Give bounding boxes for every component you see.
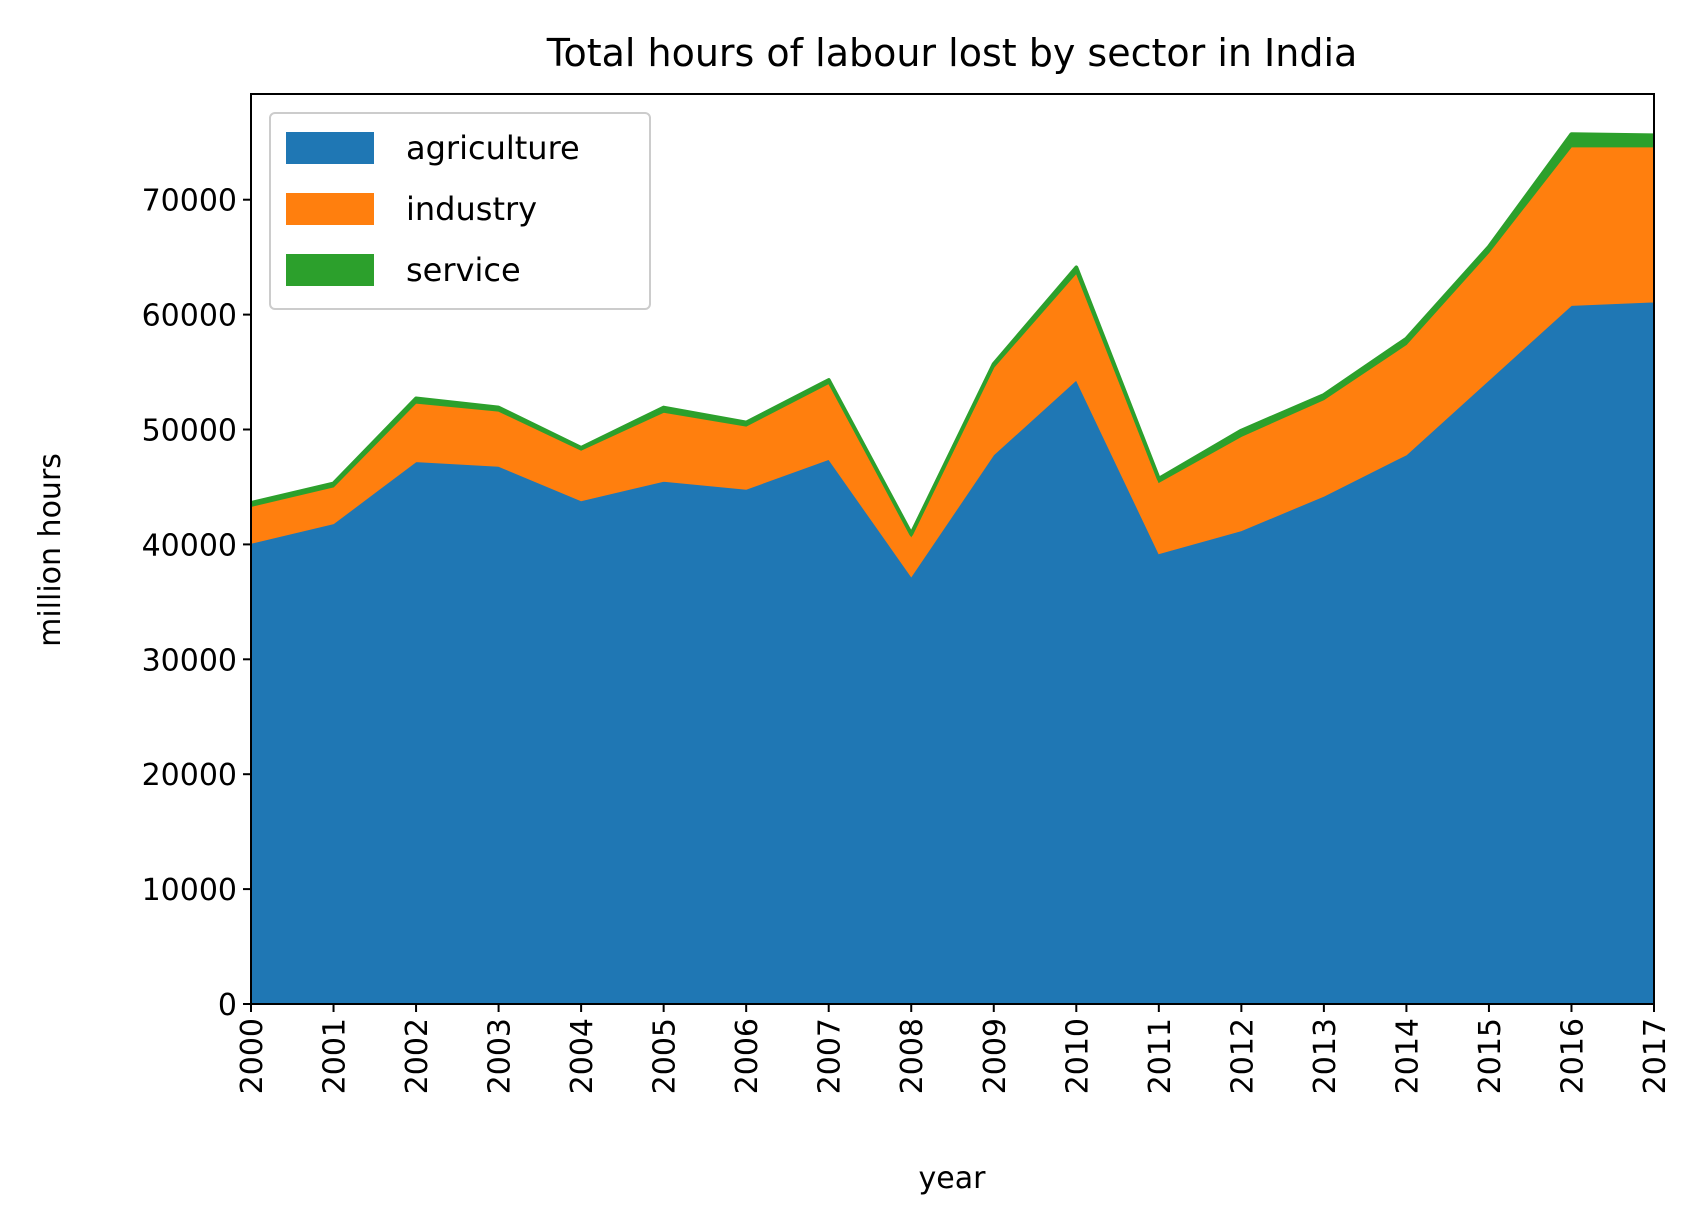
x-tick-label: 2003 [483, 1018, 518, 1094]
y-tick-label: 10000 [142, 873, 237, 908]
x-tick-label: 2011 [1143, 1018, 1178, 1094]
y-tick-label: 20000 [142, 758, 237, 793]
x-axis: 2000 2001 2002 2003 2004 2005 2006 2007 2008 2009… [235, 1004, 1673, 1094]
x-tick-label: 2001 [318, 1018, 353, 1094]
x-tick-label: 2006 [730, 1018, 765, 1094]
x-axis-label: year [919, 1161, 987, 1196]
legend-swatch-agriculture [286, 132, 374, 164]
x-tick-label: 2012 [1225, 1018, 1260, 1094]
x-tick-label: 2008 [895, 1018, 930, 1094]
y-tick-label: 0 [218, 988, 237, 1023]
y-tick-label: 50000 [142, 414, 237, 449]
x-tick-label: 2000 [235, 1018, 270, 1094]
x-tick-label: 2016 [1555, 1018, 1590, 1094]
y-tick-label: 60000 [142, 299, 237, 334]
series-lines [250, 132, 1655, 537]
legend-swatch-service [286, 254, 374, 286]
y-axis-label: million hours [33, 453, 68, 647]
line-service-top [250, 132, 1655, 537]
x-tick-label: 2015 [1473, 1018, 1508, 1094]
legend-label-industry: industry [406, 190, 537, 228]
x-tick-label: 2010 [1060, 1018, 1095, 1094]
x-tick-label: 2009 [978, 1018, 1013, 1094]
y-tick-label: 40000 [142, 528, 237, 563]
x-tick-label: 2004 [565, 1018, 600, 1094]
x-tick-label: 2013 [1308, 1018, 1343, 1094]
x-tick-label: 2005 [648, 1018, 683, 1094]
legend-label-agriculture: agriculture [406, 129, 580, 167]
legend-label-service: service [406, 251, 521, 289]
plot-frame [250, 93, 1655, 1005]
x-tick-label: 2007 [813, 1018, 848, 1094]
x-tick-label: 2014 [1390, 1018, 1425, 1094]
y-axis: 0 10000 20000 30000 40000 50000 60000 70000 [142, 184, 251, 1023]
legend: agriculture industry service [269, 112, 651, 310]
x-tick-label: 2017 [1638, 1018, 1673, 1094]
y-tick-label: 70000 [142, 184, 237, 219]
legend-swatch-industry [286, 193, 374, 225]
y-tick-label: 30000 [142, 643, 237, 678]
chart-title: Total hours of labour lost by sector in … [546, 31, 1358, 75]
x-tick-label: 2002 [400, 1018, 435, 1094]
